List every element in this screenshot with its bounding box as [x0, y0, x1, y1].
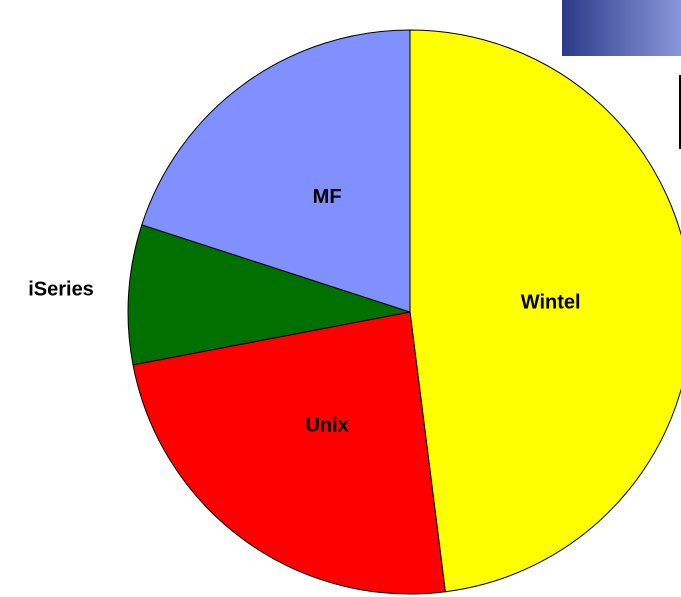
slice-label: iSeries	[28, 278, 94, 300]
pie-slice	[409, 29, 681, 593]
slice-label: MF	[313, 186, 342, 208]
decor-banner	[562, 0, 681, 56]
pie-slice	[132, 311, 446, 595]
decor-box	[679, 75, 681, 149]
slice-label: Unix	[305, 414, 348, 436]
pie-slice	[127, 224, 411, 366]
slice-label: Wintel	[521, 291, 581, 313]
pie-slice	[141, 29, 411, 313]
